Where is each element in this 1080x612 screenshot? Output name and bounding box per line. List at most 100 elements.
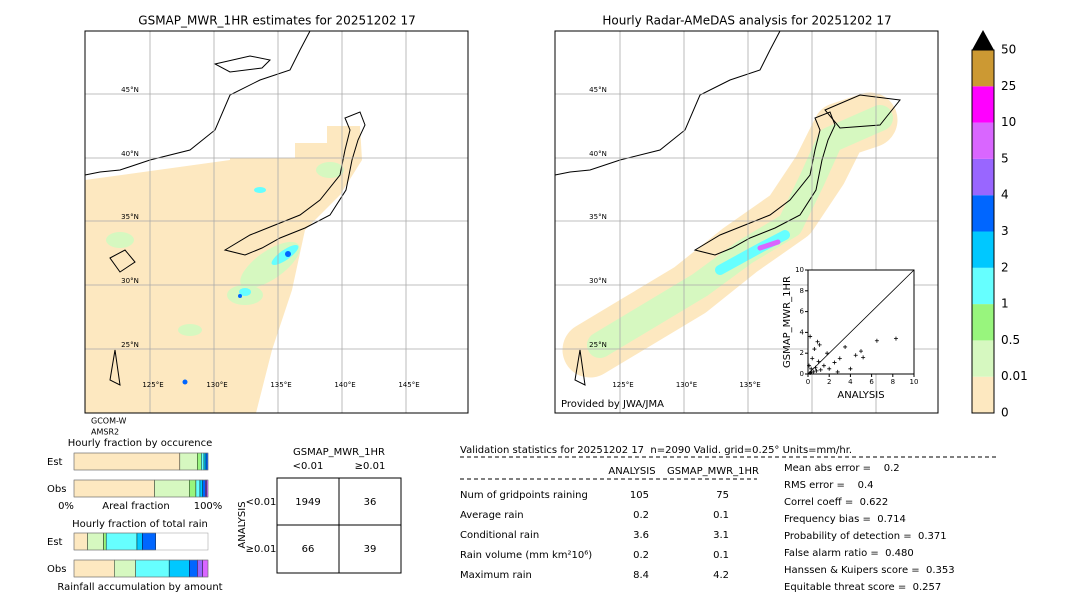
right-map: Hourly Radar-AMeDAS analysis for 2025120… [554, 14, 939, 414]
scatter-point [893, 336, 898, 341]
colorbar-segment [972, 50, 994, 87]
stat-label: Rain volume (mm km²10⁶) [460, 550, 592, 561]
map-frame [554, 30, 939, 414]
score: False alarm ratio = 0.480 [784, 548, 914, 559]
no-rain-area [85, 126, 362, 413]
colorbar-label: 2 [1001, 260, 1009, 274]
panel-caption: Rainfall accumulation by amount [57, 582, 222, 593]
axis-label: Areal fraction [102, 501, 169, 512]
validation-stats: Validation statistics for 20251202 17 n=… [460, 445, 996, 480]
row-header: <0.01 [246, 497, 277, 508]
scatter-point [825, 351, 830, 356]
colorbar-label: 10 [1001, 115, 1016, 129]
fraction-segment [168, 559, 190, 578]
axis-label: 0% [58, 501, 74, 512]
colorbar-frame [971, 49, 995, 414]
column-header: GSMAP_MWR_1HR [667, 466, 759, 477]
lat-label: 30°N [589, 277, 607, 285]
sensor: AMSR2 [91, 428, 119, 437]
x-tick-label: 2 [827, 378, 831, 386]
diagonal [807, 269, 915, 375]
score: Hanssen & Kuipers score = 0.353 [784, 565, 955, 576]
graticule [85, 31, 468, 413]
colorbar-segment [972, 231, 994, 268]
coastline [84, 30, 366, 386]
sensor: GCOM-W [91, 417, 127, 426]
scatter-point [843, 344, 848, 349]
lon-label: 140°E [334, 381, 355, 389]
stats-header: Validation statistics for 20251202 17 n=… [460, 445, 852, 456]
lat-label: 30°N [121, 277, 139, 285]
left-map: GSMAP_MWR_1HR estimates for 20251202 17 … [84, 14, 469, 437]
lat-label: 45°N [589, 86, 607, 94]
map-title: GSMAP_MWR_1HR estimates for 20251202 17 [138, 14, 415, 28]
table-title: GSMAP_MWR_1HR [293, 447, 385, 458]
scatter-point [837, 356, 842, 361]
scatter-point [848, 366, 853, 371]
row-label: Obs [47, 484, 66, 495]
fraction-segment [105, 532, 138, 551]
scatter-point [861, 355, 866, 360]
colorbar-label: 1 [1001, 297, 1009, 311]
lat-label: 35°N [589, 213, 607, 221]
column-header: <0.01 [293, 461, 324, 472]
fraction-segment [135, 559, 170, 578]
lon-label: 130°E [676, 381, 697, 389]
colorbar-label: 4 [1001, 188, 1009, 202]
x-tick-label: 8 [891, 378, 895, 386]
colorbar-segment [972, 86, 994, 123]
stat-label: Num of gridpoints raining [460, 490, 588, 501]
axis-label: 100% [194, 501, 223, 512]
lat-label: 25°N [121, 341, 139, 349]
lon-label: 135°E [739, 381, 760, 389]
fraction-segment [113, 559, 136, 578]
scatter-x-label: ANALYSIS [837, 390, 884, 401]
fraction-segment [179, 452, 198, 471]
fraction-segment [73, 532, 88, 551]
lon-label: 135°E [270, 381, 291, 389]
x-tick-label: 4 [848, 378, 853, 386]
fraction-segment [189, 479, 197, 498]
cell: 36 [364, 497, 377, 508]
x-tick-label: 0 [806, 378, 810, 386]
fraction-segment [202, 559, 209, 578]
fraction-segment [195, 479, 201, 498]
lat-label: 40°N [589, 150, 607, 158]
scatter-point [821, 363, 826, 368]
fraction-segment [205, 452, 209, 471]
bar-frame [73, 479, 209, 498]
colorbar-label: 5 [1001, 151, 1009, 165]
fraction-segment [154, 479, 190, 498]
colorbar-label: 3 [1001, 224, 1009, 238]
fraction-segment [197, 559, 203, 578]
fraction-segment [103, 532, 107, 551]
cell: 66 [302, 544, 315, 555]
score: Correl coeff = 0.622 [784, 497, 888, 508]
rain-peaks [182, 251, 291, 385]
colorbar-segment [972, 195, 994, 232]
bar-frame [73, 532, 209, 551]
lon-label: 125°E [142, 381, 163, 389]
panel-title: Hourly fraction of total rain [72, 519, 208, 530]
score: RMS error = 0.4 [784, 480, 874, 491]
fraction-segment [73, 479, 155, 498]
stat-label: Average rain [460, 510, 524, 521]
scatter-point [808, 334, 813, 339]
y-tick-label: 0 [800, 370, 804, 378]
fraction-segment [203, 452, 207, 471]
cell: 1949 [295, 497, 320, 508]
stat-label: Conditional rain [460, 530, 539, 541]
credit: Provided by JWA/JMA [561, 399, 664, 410]
scatter-point [874, 338, 879, 343]
scatter-point [810, 356, 815, 361]
scatter-point [853, 353, 858, 358]
colorbar-segment [972, 158, 994, 196]
fraction-segment [87, 532, 104, 551]
score: Mean abs error = 0.2 [784, 463, 900, 474]
stat-label: Maximum rain [460, 570, 532, 581]
fraction-segment [201, 452, 205, 471]
colorbar-segment [972, 340, 994, 377]
scatter-y-label: GSMAP_MWR_1HR [782, 276, 793, 368]
colorbar-segment [972, 122, 994, 159]
